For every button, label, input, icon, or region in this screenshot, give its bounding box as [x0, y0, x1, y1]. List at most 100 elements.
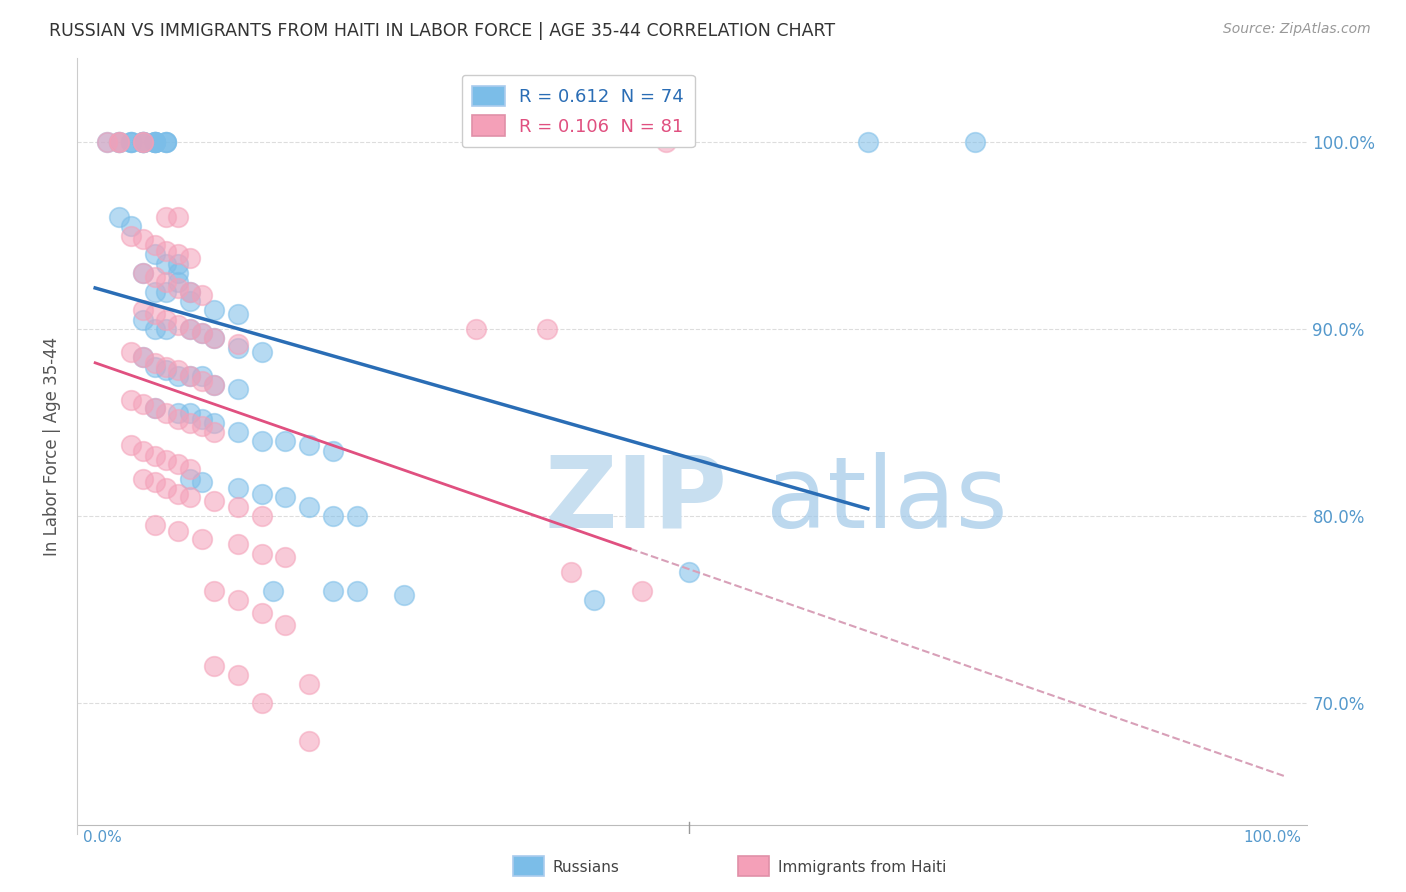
Point [155, 363, 177, 377]
Point [250, 486, 273, 500]
Point [191, 419, 214, 434]
Point [191, 375, 214, 389]
Point [120, 228, 142, 243]
Point [179, 322, 201, 336]
Point [856, 135, 879, 149]
Text: atlas: atlas [766, 452, 1008, 549]
Point [167, 247, 190, 261]
Point [155, 210, 177, 224]
Point [191, 326, 214, 340]
Text: ZIP: ZIP [546, 452, 728, 549]
Point [179, 285, 201, 299]
Point [131, 135, 153, 149]
Point [131, 232, 153, 246]
Point [155, 406, 177, 420]
Point [143, 135, 166, 149]
Point [120, 135, 142, 149]
Point [143, 401, 166, 415]
Point [322, 443, 344, 458]
Y-axis label: In Labor Force | Age 35-44: In Labor Force | Age 35-44 [44, 336, 62, 556]
Point [654, 135, 676, 149]
Point [167, 412, 190, 426]
Point [120, 135, 142, 149]
Text: Russians: Russians [553, 861, 620, 875]
Point [202, 658, 225, 673]
Point [155, 481, 177, 495]
Point [179, 462, 201, 476]
Point [179, 491, 201, 505]
Point [179, 251, 201, 265]
Point [155, 257, 177, 271]
Point [262, 583, 284, 598]
Point [131, 303, 153, 318]
Point [143, 269, 166, 284]
Point [143, 359, 166, 374]
Point [392, 588, 415, 602]
Point [143, 135, 166, 149]
Point [191, 368, 214, 383]
Point [108, 135, 131, 149]
Point [298, 500, 321, 514]
Point [155, 453, 177, 467]
Point [346, 509, 368, 524]
Point [202, 303, 225, 318]
Point [120, 135, 142, 149]
Point [202, 494, 225, 508]
Point [191, 288, 214, 302]
Point [143, 238, 166, 252]
Point [298, 438, 321, 452]
Point [155, 135, 177, 149]
Point [120, 344, 142, 359]
Point [226, 500, 249, 514]
Point [155, 276, 177, 290]
Point [678, 566, 700, 580]
Point [143, 475, 166, 490]
Point [143, 450, 166, 464]
Point [250, 607, 273, 621]
Point [250, 509, 273, 524]
Point [191, 532, 214, 546]
Point [191, 475, 214, 490]
Point [191, 412, 214, 426]
Point [179, 285, 201, 299]
Point [143, 401, 166, 415]
Point [167, 406, 190, 420]
Point [179, 368, 201, 383]
Point [179, 472, 201, 486]
Point [131, 266, 153, 280]
Point [631, 583, 654, 598]
Point [226, 481, 249, 495]
Point [120, 393, 142, 408]
Point [179, 368, 201, 383]
Point [143, 135, 166, 149]
Point [536, 322, 558, 336]
Point [143, 247, 166, 261]
Point [155, 322, 177, 336]
Point [202, 425, 225, 439]
Point [143, 356, 166, 370]
Point [143, 322, 166, 336]
Text: 100.0%: 100.0% [1244, 830, 1302, 846]
Point [167, 457, 190, 471]
Point [167, 281, 190, 295]
Point [155, 285, 177, 299]
Point [560, 566, 582, 580]
Point [963, 135, 986, 149]
Point [179, 322, 201, 336]
Point [226, 425, 249, 439]
Point [143, 518, 166, 533]
Point [202, 416, 225, 430]
Point [108, 135, 131, 149]
Point [143, 285, 166, 299]
Point [274, 491, 297, 505]
Point [298, 733, 321, 747]
Point [274, 550, 297, 565]
Point [131, 350, 153, 364]
Point [155, 359, 177, 374]
Point [226, 593, 249, 607]
Point [250, 547, 273, 561]
Point [167, 368, 190, 383]
Point [131, 350, 153, 364]
Point [274, 434, 297, 449]
Point [131, 135, 153, 149]
